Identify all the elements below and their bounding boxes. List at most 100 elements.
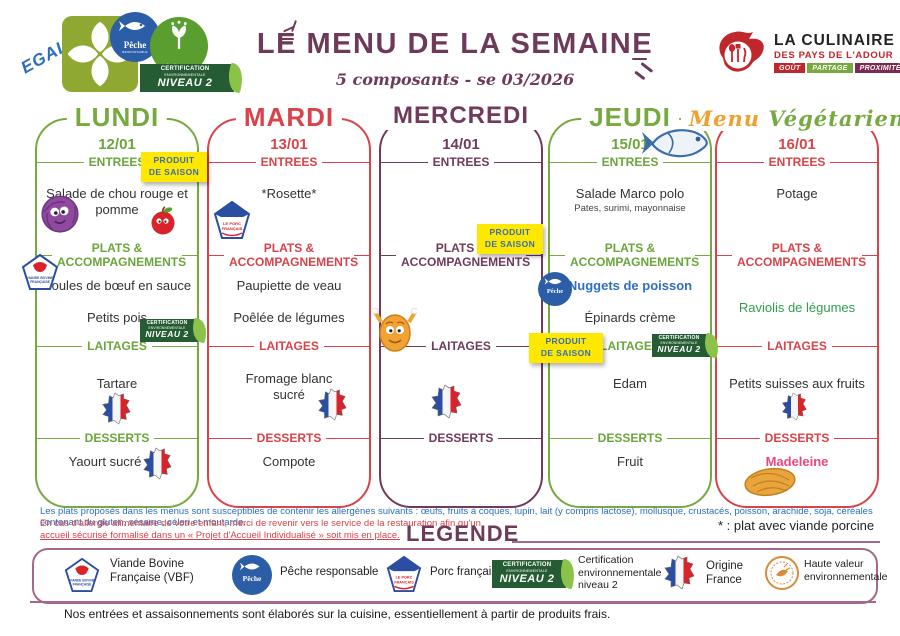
menu-item: Paupiette de veau (236, 278, 342, 293)
brand-tag-proximite: PROXIMITÉ (854, 63, 900, 73)
svg-text:LE PORC: LE PORC (223, 221, 241, 226)
season-line2: DE SAISON (484, 238, 536, 249)
menu-item: Salade de chou rouge et pomme (46, 186, 188, 218)
menu-item: Épinards crème (584, 310, 676, 325)
menu-item: Petits pois (87, 310, 147, 325)
menu-item: Boules de bœuf en sauce (42, 278, 192, 293)
section-entrees: ENTREES (379, 155, 543, 170)
legend-label-porc: Porc français (430, 566, 498, 578)
peche-logo-label: Pêche (123, 40, 147, 50)
vbf-icon: VIANDE BOVINE FRANÇAISE (21, 253, 59, 291)
day-name: LUNDI (66, 102, 168, 133)
menu-item: Compote (262, 454, 316, 469)
day-name: Menu Végétarien (680, 106, 900, 131)
brand-tag-partage: PARTAGE (807, 63, 853, 73)
season-line2: DE SAISON (148, 166, 200, 177)
certification-niveau2-badge: CERTIFICATION ENVIRONNEMENTALE NIVEAU 2 (492, 560, 566, 588)
allergy-note-line1: En cas d'allergie alimentaire de votre e… (40, 518, 481, 529)
section-plats: PLATS & ACCOMPAGNEMENTS (379, 241, 543, 270)
footer-rule (30, 601, 876, 603)
legend-title: LEGENDE (406, 521, 520, 546)
legend-label-peche: Pêche responsable (280, 566, 379, 578)
potato-character-icon (373, 304, 417, 354)
allergy-note-line2: accueil sécurisé formalisé dans un « Pro… (40, 530, 400, 542)
menu-item: Tartare (96, 376, 138, 391)
title-deco-left-3 (281, 38, 294, 40)
peche-responsable-icon: Pêche (232, 555, 272, 595)
section-label: LAITAGES (600, 339, 660, 353)
day-date: 13/01 (270, 136, 308, 153)
cert-line2: ENVIRONNEMENTALE (164, 72, 206, 77)
france-flag-icon (429, 384, 463, 420)
fish-icon (638, 122, 714, 164)
season-line1: PRODUIT (153, 155, 195, 165)
section-desserts: DESSERTS (715, 431, 879, 446)
section-laitages: LAITAGES (207, 339, 371, 354)
peche-logo-sublabel: RESPONSABLE (122, 50, 148, 54)
page-title: LE MENU DE LA SEMAINE (256, 28, 654, 60)
section-label: PLATS & ACCOMPAGNEMENTS (57, 241, 187, 269)
day-date: 16/01 (778, 136, 816, 153)
menu-item: Nuggets de poisson (567, 278, 693, 293)
legend-box: VIANDE BOVINE FRANÇAISE Viande Bovine Fr… (32, 548, 887, 604)
menu-item: Yaourt sucré (68, 454, 142, 469)
svg-text:VIANDE BOVINE: VIANDE BOVINE (27, 276, 54, 280)
day-name: JEUDI (581, 102, 679, 133)
la-culinaire-icon (712, 28, 768, 76)
section-entrees: ENTREES (207, 155, 371, 170)
menu-item: Poêlée de légumes (233, 310, 345, 325)
vbf-icon: VIANDE BOVINE FRANÇAISE (64, 556, 100, 594)
day-date: 12/01 (98, 136, 136, 153)
madeleine-icon (743, 466, 797, 498)
section-label: DESSERTS (597, 431, 663, 445)
section-label: PLATS & ACCOMPAGNEMENTS (401, 241, 531, 269)
menu-item: *Rosette* (261, 186, 317, 201)
section-label: ENTREES (432, 155, 490, 169)
section-label: ENTREES (260, 155, 318, 169)
allergen-note: Les plats proposés dans les menus sont s… (40, 506, 873, 528)
day-date: 14/01 (442, 136, 480, 153)
pork-note: * : plat avec viande porcine (718, 518, 875, 533)
menu-item: Salade Marco polo Pates, surimi, mayonna… (550, 186, 710, 215)
menu-item: Potage (776, 186, 818, 201)
day-name-menu: Menu (688, 106, 761, 131)
legend-label-hve: Haute valeur environnementale (804, 558, 888, 583)
section-label: PLATS & ACCOMPAGNEMENTS (737, 241, 867, 269)
certification-niveau2-badge: CERTIFICATION ENVIRONNEMENTALE NIVEAU 2 (140, 319, 198, 343)
menu-item: Raviolis de légumes (738, 300, 856, 315)
legend-label-cert: Certification environnementale niveau 2 (578, 554, 662, 592)
svg-text:FRANÇAIS: FRANÇAIS (394, 580, 414, 584)
section-label: PLATS & ACCOMPAGNEMENTS (570, 241, 700, 269)
produit-de-saison-badge: PRODUIT DE SAISON (141, 152, 207, 182)
section-label: LAITAGES (87, 339, 147, 353)
produit-de-saison-badge: PRODUIT DE SAISON (529, 333, 603, 363)
apple-icon (149, 206, 177, 236)
season-line1: PRODUIT (489, 227, 531, 237)
season-line1: PRODUIT (545, 336, 587, 346)
brand-subname: DES PAYS DE L'ADOUR (774, 50, 894, 61)
section-desserts: DESSERTS (379, 431, 543, 446)
section-entrees: ENTREES (715, 155, 879, 170)
section-plats: PLATS & ACCOMPAGNEMENTS (35, 241, 199, 270)
peche-responsable-icon: Pêche (538, 272, 572, 306)
france-flag-icon (780, 392, 808, 422)
section-label: ENTREES (601, 155, 659, 169)
cabbage-icon (39, 190, 81, 236)
day-name: MARDI (235, 102, 343, 133)
menu-column-jeudi: JEUDI 15/01 ENTREES Salade Marco polo Pa… (538, 102, 714, 508)
section-plats: PLATS & ACCOMPAGNEMENTS (548, 241, 712, 270)
section-laitages: LAITAGES (35, 339, 199, 354)
menu-column-vegetarien: Menu Végétarien 16/01 ENTREES Potage PLA… (680, 106, 900, 508)
france-flag-icon (100, 392, 132, 426)
certification-niveau2-badge: CERTIFICATION ENVIRONNEMENTALE NIVEAU 2 (652, 334, 710, 358)
france-flag-icon (141, 447, 173, 481)
day-name-vegetarien: Végétarien (768, 106, 900, 131)
svg-text:FRANÇAIS: FRANÇAIS (222, 226, 243, 231)
menu-item: Edam (613, 376, 647, 391)
legend-label-origine: Origine France (706, 560, 744, 586)
menu-column-lundi: LUNDI 12/01 ENTREES Salade de chou rouge… (21, 102, 199, 508)
svg-text:VIANDE BOVINE: VIANDE BOVINE (69, 579, 95, 583)
section-desserts: DESSERTS (548, 431, 712, 446)
menu-item: Madeleine (765, 454, 829, 469)
